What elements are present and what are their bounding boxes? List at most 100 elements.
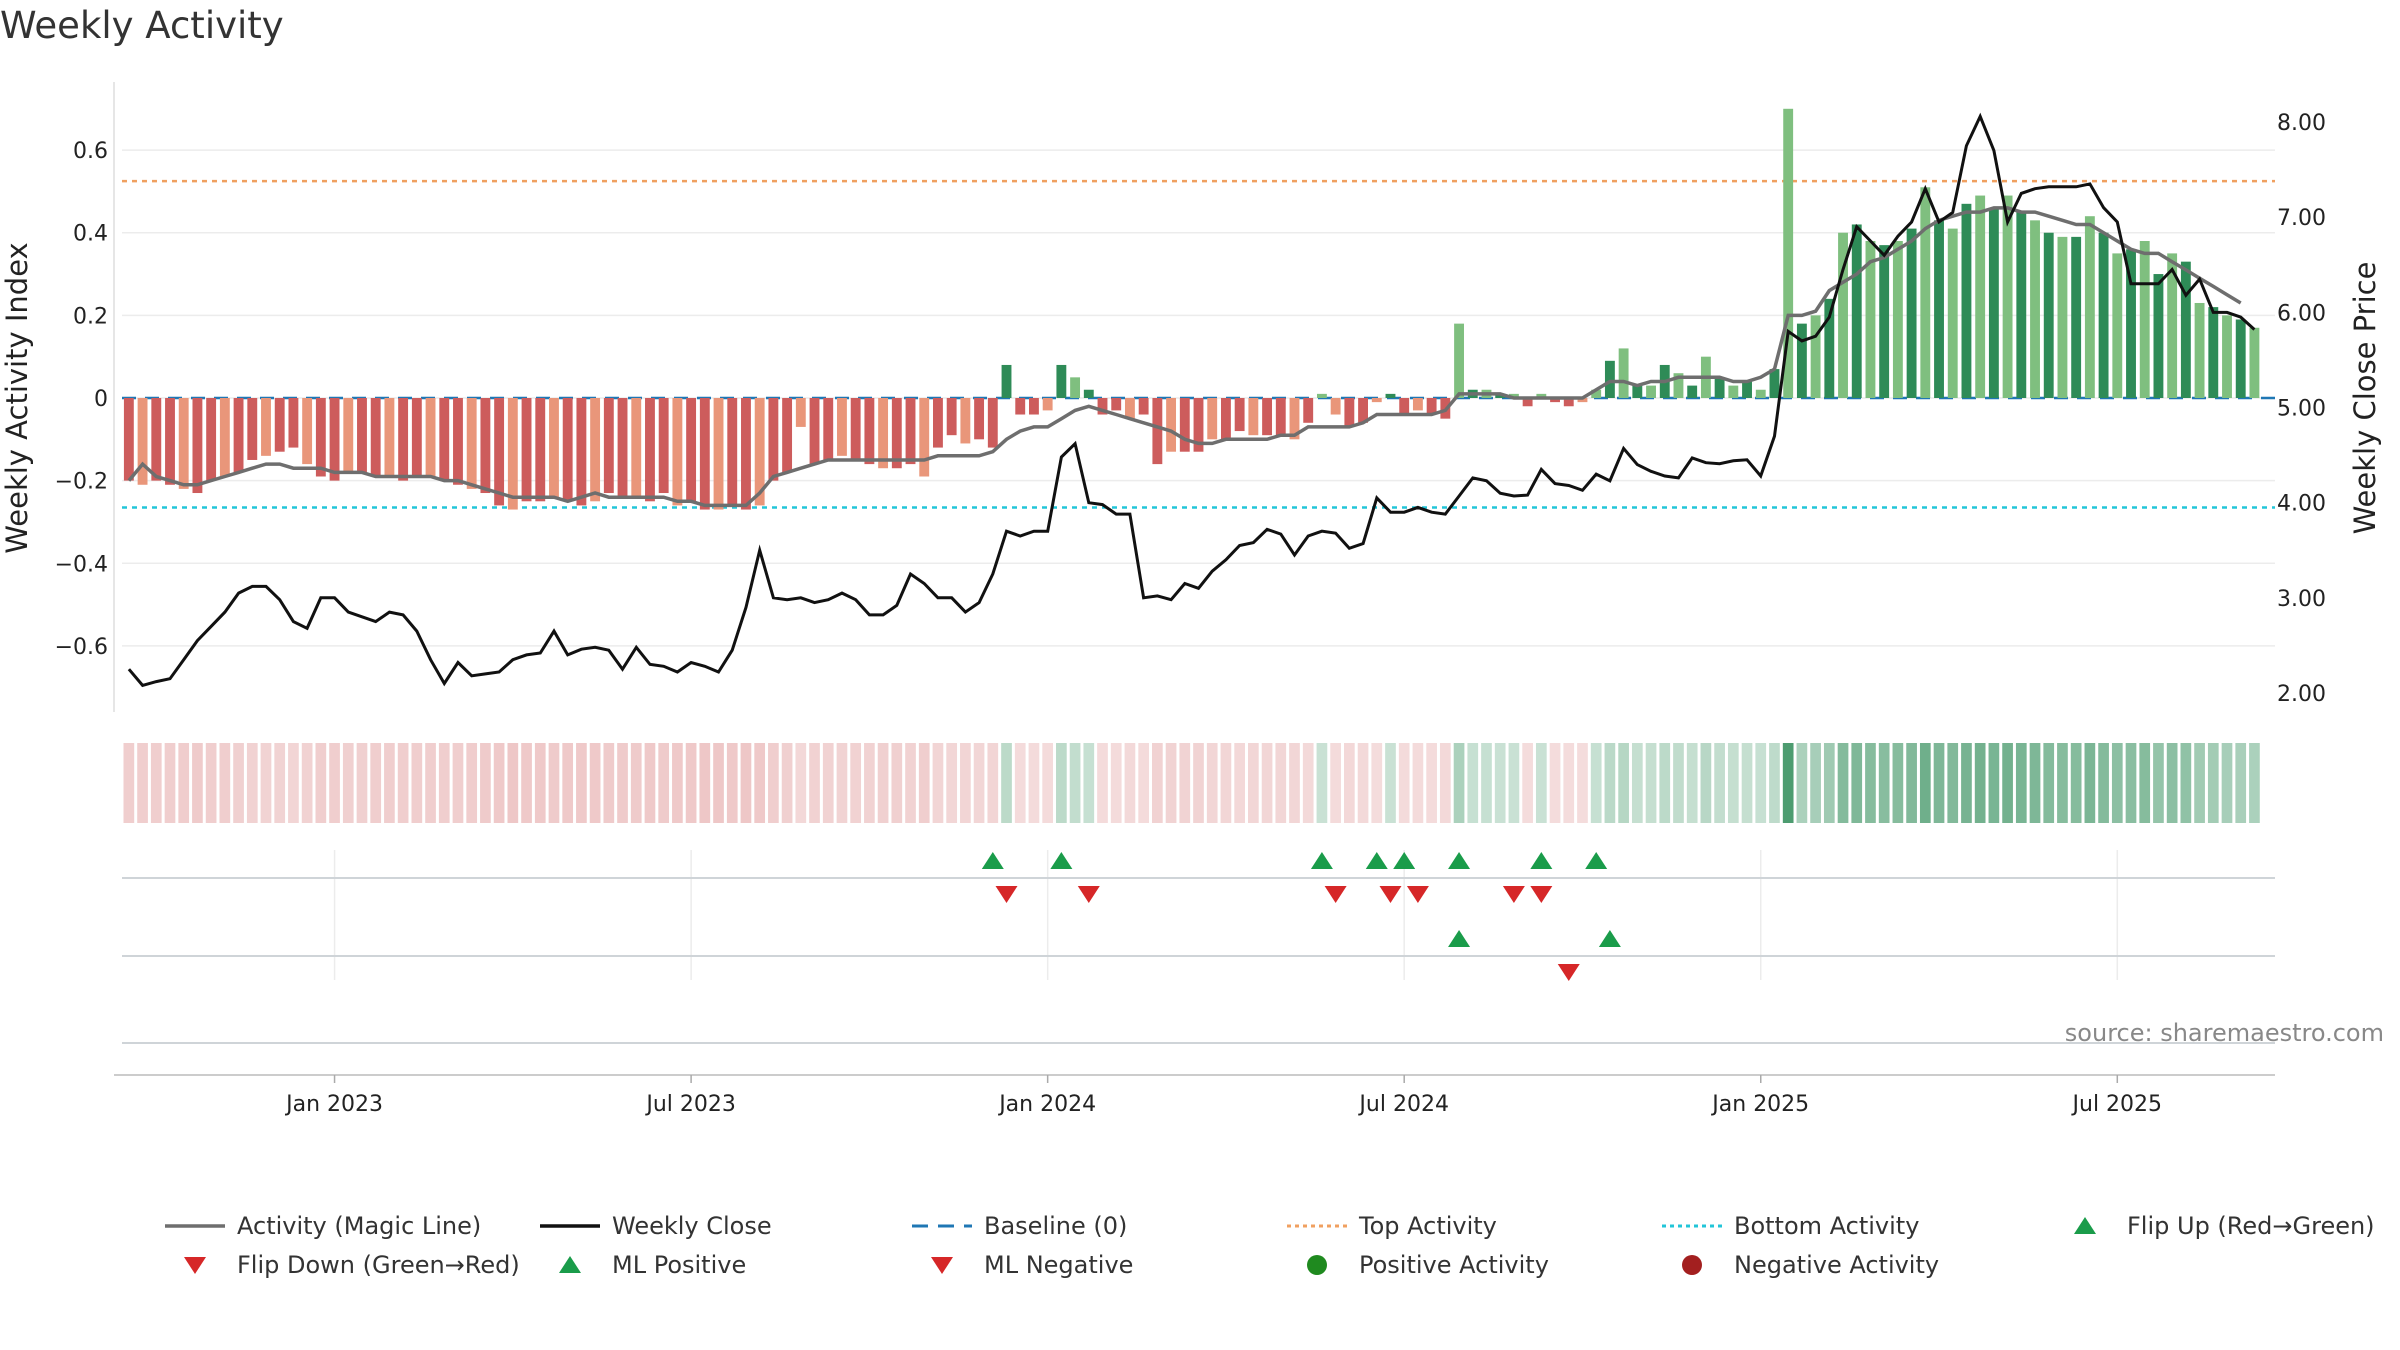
heat-cell: [507, 743, 519, 823]
activity-bar: [1495, 393, 1506, 398]
heat-cell: [699, 743, 711, 823]
circle-icon: [1682, 1255, 1702, 1275]
heat-cell: [356, 743, 368, 823]
y-tick-label: 0.6: [73, 139, 108, 164]
heat-cell: [1851, 743, 1863, 823]
activity-bar: [1879, 245, 1890, 398]
activity-bar: [1824, 298, 1835, 398]
heat-cell: [768, 743, 779, 823]
activity-bar: [1865, 241, 1876, 398]
activity-bar: [2071, 236, 2082, 398]
activity-bar: [1604, 360, 1615, 398]
x-tick-label: Jan 2025: [1710, 1092, 1809, 1117]
heat-cell: [1727, 743, 1739, 823]
flip-down-marker: [1530, 886, 1553, 903]
activity-bar: [713, 398, 724, 510]
activity-bar: [165, 398, 175, 485]
x-tick-label: Jan 2024: [997, 1092, 1096, 1117]
legend-label: Flip Down (Green→Red): [237, 1251, 520, 1279]
heat-cell: [2180, 743, 2192, 823]
activity-bar: [1508, 393, 1519, 398]
heat-cell: [1604, 743, 1616, 823]
activity-bar: [864, 398, 875, 465]
activity-bar: [2167, 253, 2178, 398]
heat-cell: [425, 743, 436, 823]
y2-tick-label: 6.00: [2277, 301, 2326, 326]
heat-cell: [288, 743, 299, 823]
heat-cell: [877, 743, 889, 823]
heat-cell: [1714, 743, 1725, 823]
heat-cell: [342, 743, 354, 823]
legend-item: Weekly Close: [540, 1212, 772, 1240]
flip-up-marker: [1448, 852, 1471, 869]
activity-bar: [905, 398, 916, 465]
y-tick-label: −0.6: [55, 635, 108, 660]
heat-cell: [754, 743, 766, 823]
y-tick-label: 0.2: [73, 304, 108, 329]
heat-cell: [1933, 743, 1945, 823]
heat-cell: [589, 743, 601, 823]
legend-label: ML Positive: [612, 1251, 746, 1279]
activity-bar: [206, 398, 217, 481]
activity-bar: [1947, 228, 1958, 398]
legend-label: Baseline (0): [984, 1212, 1127, 1240]
activity-bar: [1042, 398, 1053, 411]
heat-cell: [480, 743, 491, 823]
legend-label: Top Activity: [1358, 1212, 1497, 1240]
y-tick-label: −0.4: [55, 552, 108, 577]
flip-up-marker: [1585, 852, 1608, 869]
activity-bar: [1234, 398, 1245, 432]
heat-cell: [2098, 743, 2109, 823]
activity-bar: [1330, 398, 1341, 415]
heat-cell: [918, 743, 930, 823]
activity-bar: [2002, 195, 2013, 398]
activity-bar: [576, 398, 587, 506]
activity-bar: [1687, 385, 1698, 398]
activity-bar: [1289, 398, 1300, 440]
heat-cell: [1631, 743, 1643, 823]
flip-down-marker: [1406, 886, 1429, 903]
activity-bar: [1248, 398, 1259, 436]
heat-cell: [260, 743, 272, 823]
heat-cell: [1549, 743, 1561, 823]
heat-cell: [1782, 743, 1794, 823]
heat-cell: [1193, 743, 1204, 823]
legend-item: Negative Activity: [1682, 1251, 1939, 1279]
activity-bar: [1769, 369, 1780, 398]
activity-bar: [2098, 232, 2109, 398]
heat-cell: [1961, 743, 1972, 823]
heat-cell: [1659, 743, 1671, 823]
activity-bar: [919, 398, 930, 477]
heat-cell: [1618, 743, 1629, 823]
heat-cell: [274, 743, 286, 823]
heat-cell: [576, 743, 587, 823]
activity-bar: [151, 398, 162, 481]
activity-bar: [1783, 108, 1794, 398]
activity-bar: [1262, 398, 1273, 436]
heat-cell: [1645, 743, 1657, 823]
heat-cell: [438, 743, 450, 823]
activity-bar: [562, 398, 573, 502]
heat-cell: [1330, 743, 1341, 823]
activity-bar: [809, 398, 820, 465]
heat-cell: [205, 743, 217, 823]
activity-bar: [1124, 398, 1135, 419]
activity-bar: [768, 398, 779, 481]
activity-bar: [1742, 381, 1752, 398]
heat-cell: [1248, 743, 1259, 823]
heat-cell: [1069, 743, 1081, 823]
legend-label: Positive Activity: [1359, 1251, 1549, 1279]
flip-down-marker: [1324, 886, 1347, 903]
heat-cell: [672, 743, 683, 823]
legend-label: ML Negative: [984, 1251, 1133, 1279]
activity-bar: [891, 398, 902, 469]
legend-label: Weekly Close: [612, 1212, 772, 1240]
heat-cell: [1590, 743, 1602, 823]
heat-cell: [1110, 743, 1122, 823]
triangle-down-icon: [931, 1257, 953, 1274]
activity-bar: [439, 398, 450, 481]
activity-bar: [658, 398, 669, 494]
activity-bar: [2030, 220, 2040, 398]
series-lines: [127, 112, 2256, 688]
grid-lines: [122, 149, 2275, 1044]
